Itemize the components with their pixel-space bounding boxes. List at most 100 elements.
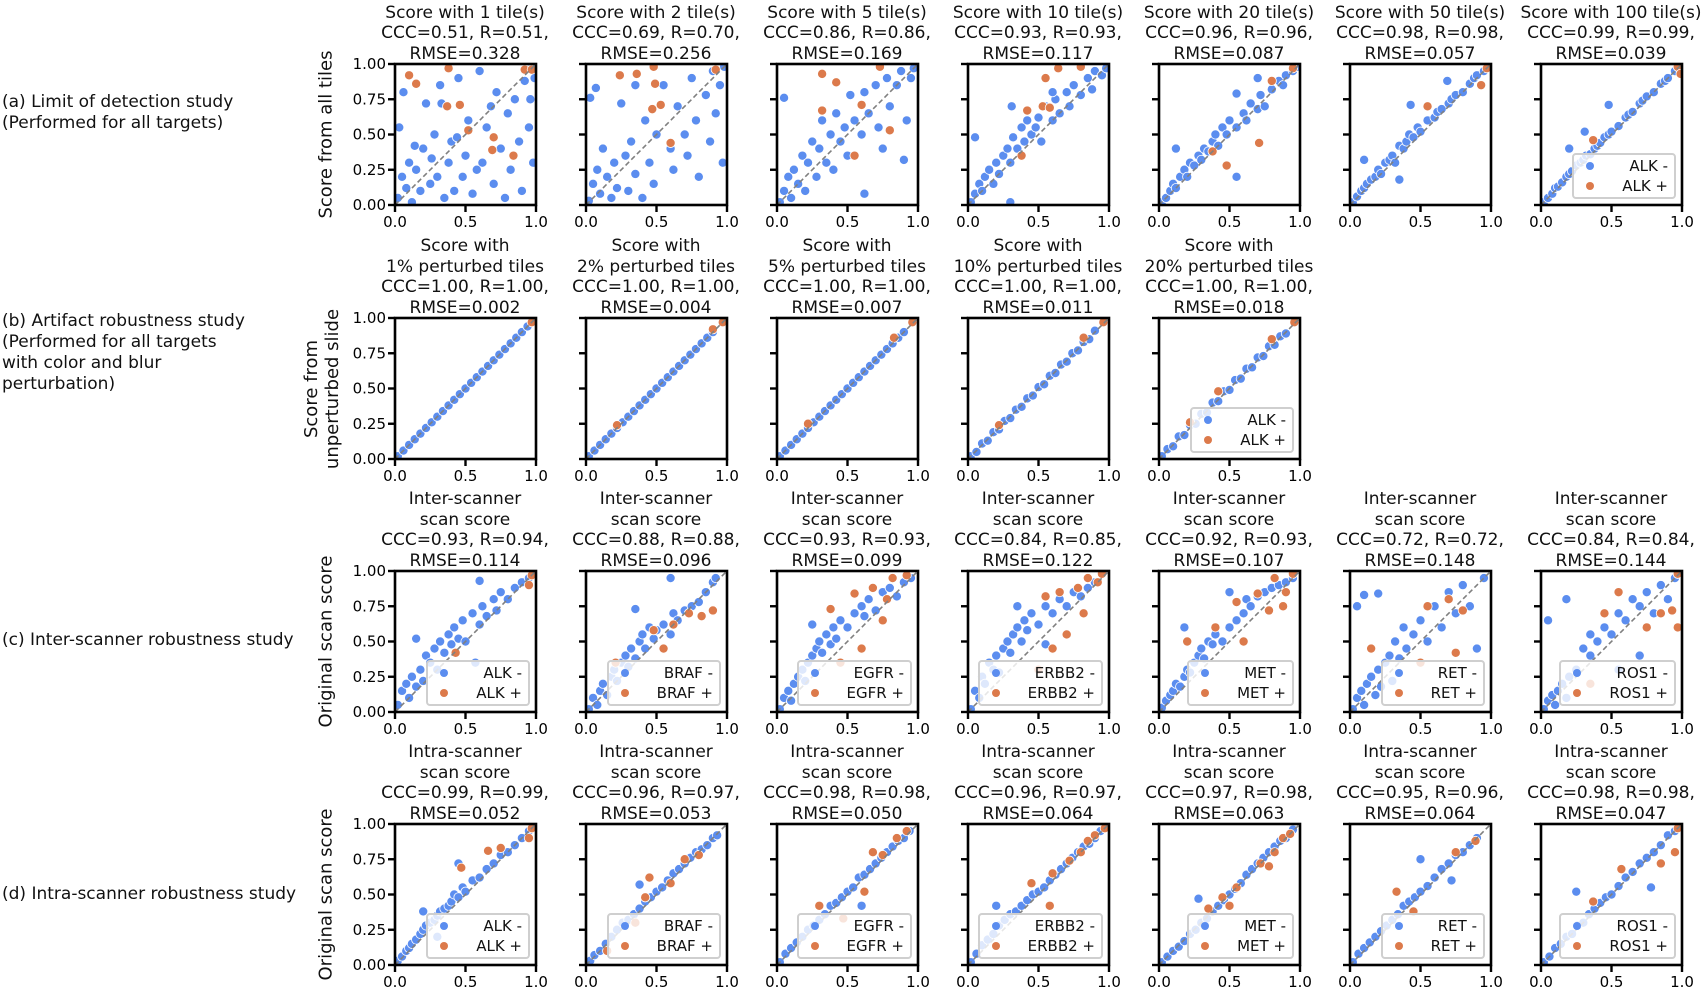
legend: ALK - ALK + [1190, 407, 1294, 453]
identity-line [1350, 824, 1491, 965]
data-point-negative [686, 73, 697, 84]
data-point-negative [693, 171, 704, 182]
data-point-positive [693, 850, 704, 861]
data-point-negative [1196, 154, 1207, 165]
scatter-panel: Inter-scanner scan score CCC=0.93, R=0.9… [353, 489, 549, 738]
data-point-negative [1613, 608, 1624, 619]
data-point-negative [786, 192, 797, 203]
x-tick-label: 0.0 [765, 467, 789, 485]
identity-line [968, 64, 1109, 205]
identity-line [1350, 571, 1491, 712]
x-tick-label: 1.0 [715, 213, 739, 231]
data-point-negative [1356, 685, 1367, 696]
legend-label: MET - [1244, 917, 1286, 935]
data-point-positive [1061, 629, 1072, 640]
legend: RET - RET + [1380, 913, 1485, 959]
panel-title: Score with 2 tile(s) CCC=0.69, R=0.70, R… [572, 2, 740, 64]
legend-label: ERBB2 - [1034, 664, 1095, 682]
x-tick-label: 0.5 [836, 467, 860, 485]
x-tick-label: 1.0 [1288, 720, 1312, 738]
data-point-negative [397, 171, 408, 182]
legend-label: ROS1 - [1616, 664, 1668, 682]
data-point-negative [1255, 90, 1266, 101]
data-point-negative [1655, 580, 1666, 591]
legend-item: ROS1 + [1565, 683, 1668, 703]
panel-title: Intra-scanner scan score CCC=0.96, R=0.9… [572, 742, 740, 824]
data-point-negative [1082, 73, 1093, 84]
scatter-plot: 0.0 0.5 1.0 [1529, 822, 1694, 991]
data-point-negative [1016, 636, 1027, 647]
y-tick-label: 1.00 [353, 562, 386, 580]
data-point-negative [406, 197, 417, 205]
data-point-negative [679, 129, 690, 140]
data-point-positive [1040, 591, 1051, 602]
data-point-negative [429, 129, 440, 140]
data-point-positive [1210, 622, 1221, 633]
data-point-positive [450, 647, 461, 658]
row-label: (b) Artifact robustness study (Performed… [2, 311, 245, 394]
data-point-negative [467, 188, 478, 199]
data-point-negative [1064, 101, 1075, 112]
data-point-positive [1044, 900, 1055, 911]
data-point-negative [821, 157, 832, 168]
data-point-positive [1672, 622, 1682, 633]
data-point-negative [668, 164, 679, 175]
x-tick-label: 0.5 [1409, 720, 1433, 738]
data-point-negative [1443, 858, 1454, 869]
identity-line [1541, 64, 1682, 205]
scatter-panel: Score with 10 tile(s) CCC=0.93, R=0.93, … [953, 3, 1123, 232]
y-tick-label: 0.50 [353, 633, 386, 651]
data-point-negative [1036, 136, 1047, 147]
scatter-panel: Score with 5% perturbed tiles CCC=1.00, … [763, 236, 931, 485]
data-point-negative [856, 900, 867, 911]
data-point-negative [1446, 875, 1457, 886]
scatter-plot: 0.0 0.5 1.0 0.00 0.25 0.50 0.75 1.00 [353, 309, 548, 485]
identity-line [1159, 318, 1300, 459]
scatter-plot: 0.0 0.5 1.0 0.00 0.25 0.50 0.75 1.00 [353, 815, 548, 991]
legend-item: ALK + [1196, 430, 1286, 450]
scatter-panel: Intra-scanner scan score CCC=0.96, R=0.9… [572, 742, 740, 991]
data-point-negative [637, 192, 648, 203]
data-point-positive [1252, 588, 1263, 599]
legend-marker-negative [810, 669, 819, 677]
legend-marker-negative [991, 922, 1000, 930]
data-point-negative [1606, 629, 1617, 640]
data-point-positive [631, 68, 642, 79]
legend-label: RET - [1437, 664, 1477, 682]
data-point-positive [849, 588, 860, 599]
data-point-positive [1040, 73, 1051, 84]
x-tick-label: 0.0 [1338, 720, 1362, 738]
data-point-negative [488, 858, 499, 869]
data-point-negative [1033, 112, 1044, 123]
data-point-negative [1193, 893, 1204, 904]
data-point-negative [1370, 690, 1381, 701]
panel-title: Inter-scanner scan score CCC=0.93, R=0.9… [763, 489, 931, 571]
data-point-positive [1263, 861, 1274, 872]
data-point-negative [502, 108, 513, 119]
panel-title: Score with 100 tile(s) CCC=0.99, R=0.99,… [1520, 2, 1702, 64]
data-point-negative [839, 122, 850, 133]
data-point-positive [1588, 135, 1599, 146]
y-tick-label: 0.50 [353, 126, 386, 144]
data-point-negative [690, 115, 701, 126]
legend-label: ALK + [476, 937, 522, 955]
data-point-negative [443, 629, 454, 640]
legend-marker-negative [810, 922, 819, 930]
scatter-plot: 0.0 0.5 1.0 [574, 569, 739, 738]
data-point-positive [1224, 900, 1235, 911]
legend-label: ALK + [476, 684, 522, 702]
data-point-negative [1359, 154, 1370, 165]
legend-item: ERBB2 + [984, 936, 1095, 956]
legend-item: EGFR + [803, 683, 904, 703]
data-point-negative [1390, 636, 1401, 647]
data-point-negative [1012, 622, 1023, 633]
data-point-negative [425, 178, 436, 189]
data-point-negative [1252, 73, 1263, 84]
legend-label: ALK - [1247, 411, 1286, 429]
data-point-positive [1391, 886, 1402, 897]
identity-line [777, 318, 918, 459]
x-tick-label: 1.0 [524, 973, 548, 991]
legend-item: EGFR - [803, 916, 904, 936]
data-point-positive [856, 99, 867, 110]
data-point-positive [614, 70, 625, 81]
